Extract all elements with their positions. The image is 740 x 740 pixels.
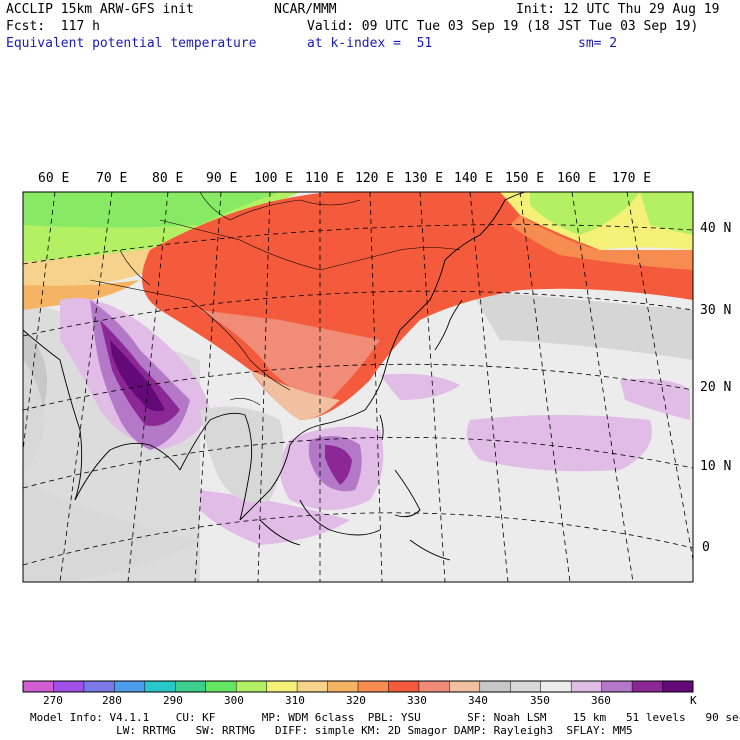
colorbar-swatch — [114, 681, 146, 692]
lat-label-10n: 10 N — [700, 459, 732, 474]
lon-label-80e: 80 E — [152, 171, 184, 186]
graticule — [23, 192, 693, 582]
country-borders — [89, 192, 461, 406]
colorbar-tick-340: 340 — [468, 694, 488, 707]
lat-label-20n: 20 N — [700, 380, 732, 395]
colorbar-swatch — [662, 681, 694, 692]
colorbar-swatch — [236, 681, 268, 692]
colorbar-swatch — [266, 681, 298, 692]
colorbar-tick-290: 290 — [163, 694, 183, 707]
lat-label-30n: 30 N — [700, 303, 732, 318]
lon-label-160e: 160 E — [557, 171, 597, 186]
colorbar-swatch — [510, 681, 542, 692]
colorbar-tick-320: 320 — [346, 694, 366, 707]
colorbar-tick-300: 300 — [224, 694, 244, 707]
colorbar-swatch — [418, 681, 450, 692]
field-name: Equivalent potential temperature — [6, 36, 257, 51]
colorbar-tick-360: 360 — [591, 694, 611, 707]
lon-label-150e: 150 E — [505, 171, 545, 186]
map-frame — [22, 191, 694, 583]
colorbar-tick-270: 270 — [43, 694, 63, 707]
model-level: at k-index = 51 — [307, 36, 433, 51]
lon-label-120e: 120 E — [355, 171, 395, 186]
lat-label-0: 0 — [702, 540, 710, 555]
colorbar-swatch — [571, 681, 603, 692]
colorbar-swatch — [632, 681, 664, 692]
colorbar-tick-330: 330 — [407, 694, 427, 707]
colorbar-swatch — [449, 681, 481, 692]
colorbar-swatch — [601, 681, 633, 692]
colorbar-swatch — [327, 681, 359, 692]
colorbar-swatch — [53, 681, 85, 692]
coastlines — [23, 192, 526, 561]
colorbar-tick-280: 280 — [102, 694, 122, 707]
colorbar-swatch — [388, 681, 420, 692]
footer-physics-info: LW: RRTMG SW: RRTMG DIFF: simple KM: 2D … — [30, 724, 633, 737]
lon-label-60e: 60 E — [38, 171, 70, 186]
organization: NCAR/MMM — [274, 2, 337, 17]
colorbar-swatch — [297, 681, 329, 692]
lat-label-40n: 40 N — [700, 221, 732, 236]
colorbar-tick-310: 310 — [285, 694, 305, 707]
colorbar-swatch — [175, 681, 207, 692]
colorbar-swatch — [83, 681, 115, 692]
colorbar-swatch — [358, 681, 389, 692]
temperature-field — [23, 192, 693, 582]
colorbar — [22, 680, 694, 693]
lon-label-70e: 70 E — [96, 171, 128, 186]
smoothing-value: sm= 2 — [578, 36, 618, 51]
lon-label-100e: 100 E — [254, 171, 294, 186]
forecast-hour: Fcst: 117 h — [6, 19, 100, 34]
model-title: ACCLIP 15km ARW-GFS init — [6, 2, 194, 17]
colorbar-unit: K — [690, 694, 697, 707]
colorbar-swatch — [144, 681, 176, 692]
colorbar-swatch — [23, 681, 54, 692]
lon-label-130e: 130 E — [404, 171, 444, 186]
lon-label-90e: 90 E — [206, 171, 238, 186]
lon-label-140e: 140 E — [454, 171, 494, 186]
colorbar-swatch — [540, 681, 572, 692]
lon-label-170e: 170 E — [612, 171, 652, 186]
colorbar-tick-350: 350 — [530, 694, 550, 707]
colorbar-swatch — [205, 681, 237, 692]
valid-time: Valid: 09 UTC Tue 03 Sep 19 (18 JST Tue … — [307, 19, 699, 34]
init-time: Init: 12 UTC Thu 29 Aug 19 — [516, 2, 720, 17]
colorbar-swatch — [479, 681, 511, 692]
footer-model-info: Model Info: V4.1.1 CU: KF MP: WDM 6class… — [30, 711, 740, 724]
lon-label-110e: 110 E — [305, 171, 345, 186]
